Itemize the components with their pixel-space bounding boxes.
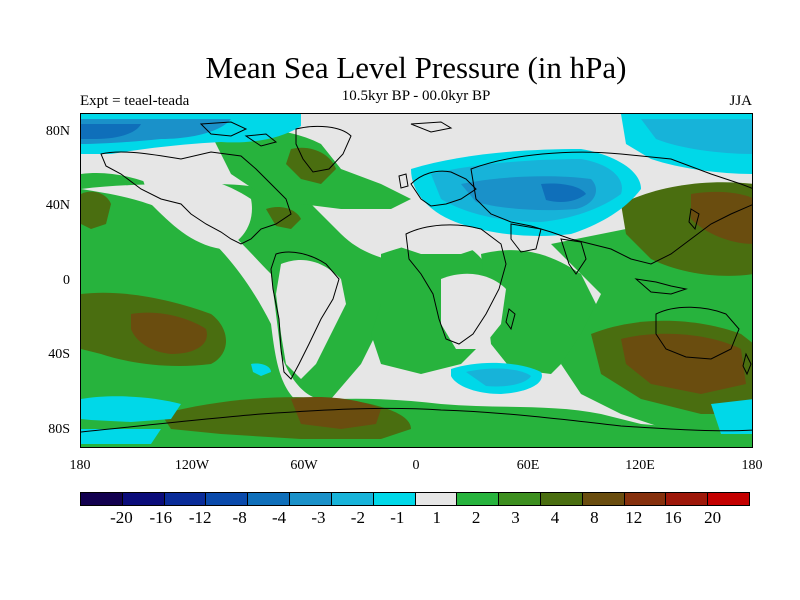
anomaly-darkblue-eurasia	[541, 183, 586, 202]
anomaly-brown-antarctic	[291, 397, 381, 429]
colorbar-label: 4	[550, 508, 560, 527]
colorbar-box	[457, 493, 500, 505]
colorbar-box	[81, 493, 123, 505]
coastline-europe	[410, 170, 477, 207]
colorbar-box	[164, 493, 207, 505]
colorbar-label: -8	[232, 508, 247, 527]
pressure-map	[80, 113, 753, 448]
colorbar-label: 20	[704, 508, 722, 527]
colorbar-label: 8	[590, 508, 599, 527]
anomaly-olive-atlantic-north	[81, 191, 111, 229]
lon-label-60e: 60E	[516, 458, 540, 473]
colorbar-box	[708, 493, 749, 505]
anomaly-lightblue-southern-indian	[466, 368, 531, 387]
colorbar-box	[373, 493, 416, 505]
colorbar-box	[499, 493, 541, 505]
anomaly-cyan-south-pacific	[81, 396, 181, 422]
colorbar-box	[206, 493, 249, 505]
coastline-greenland	[295, 125, 352, 173]
colorbar-box	[331, 493, 374, 505]
coastline-arabia	[510, 223, 542, 253]
colorbar-label: -12	[188, 508, 212, 527]
neutral-south-america	[276, 259, 346, 379]
anomaly-brown-pacific-south	[131, 312, 207, 354]
coastline-new-zealand	[742, 352, 752, 376]
experiment-label: Expt = teael-teada	[80, 93, 190, 109]
coastline-india	[560, 238, 587, 275]
lat-label-40s: 40S	[48, 347, 70, 362]
coastline-japan	[688, 208, 700, 231]
colorbar-label: 1	[432, 508, 441, 527]
anomaly-darkblue-arctic-west	[81, 124, 141, 139]
period-label: 10.5kyr BP - 00.0kyr BP	[341, 88, 491, 104]
lon-label-120e: 120E	[625, 458, 655, 473]
colorbar	[80, 492, 750, 506]
coastline-asia	[470, 151, 752, 265]
anomaly-green-west-pacific	[81, 173, 431, 400]
map-title: Mean Sea Level Pressure (in hPa)	[205, 50, 627, 85]
colorbar-box	[540, 493, 583, 505]
colorbar-label: -20	[110, 508, 133, 527]
coastline-africa	[405, 224, 507, 345]
neutral-tropical-pacific	[141, 172, 252, 249]
anomaly-brown-west-pacific	[691, 191, 752, 244]
lat-label-40n: 40N	[45, 198, 70, 213]
anomaly-cyan-antarctic-east	[711, 399, 752, 434]
coastline-north-america	[100, 151, 292, 245]
colorbar-box	[666, 493, 709, 505]
neutral-africa	[441, 273, 506, 349]
coastline-uk	[398, 173, 409, 189]
lon-label-180e: 180	[741, 458, 763, 473]
colorbar-label: 3	[511, 508, 520, 527]
season-label: JJA	[729, 93, 752, 109]
colorbar-box	[248, 493, 291, 505]
lon-label-60w: 60W	[290, 458, 318, 473]
coastline-arctic-islands	[199, 121, 453, 147]
coastline-madagascar	[505, 308, 516, 331]
colorbar-label: -1	[390, 508, 405, 527]
lon-label-120w: 120W	[174, 458, 210, 473]
anomaly-lightblue-arctic-east	[641, 119, 752, 154]
colorbar-box	[582, 493, 625, 505]
colorbar-label: -4	[271, 508, 287, 527]
coastline-australia	[655, 306, 740, 360]
anomaly-brown-indian-south	[621, 333, 746, 394]
colorbar-box	[122, 493, 165, 505]
colorbar-box	[415, 493, 458, 505]
anomaly-olive-greenland	[286, 147, 336, 184]
pressure-field	[81, 114, 752, 447]
coastline-indonesia	[634, 278, 688, 295]
lat-label-80s: 80S	[48, 422, 70, 437]
anomaly-green-africa	[481, 250, 601, 374]
lon-label-0: 0	[412, 458, 420, 473]
colorbar-label: 12	[625, 508, 643, 527]
coastline-antarctica	[81, 407, 752, 433]
colorbar-label: 16	[664, 508, 682, 527]
colorbar-label: -3	[311, 508, 326, 527]
colorbar-label: 2	[471, 508, 481, 527]
colorbar-label: -16	[149, 508, 173, 527]
anomaly-olive-mid-pacific	[266, 207, 301, 229]
lat-label-80n: 80N	[45, 124, 70, 139]
colorbar-label: -2	[350, 508, 365, 527]
anomaly-cyan-antarctic-west	[81, 429, 161, 444]
anomaly-cyan-south-america-tip	[251, 363, 271, 376]
coastline-south-america	[270, 251, 340, 380]
lat-label-equator: 0	[63, 273, 70, 288]
coastlines	[81, 121, 752, 433]
colorbar-box	[624, 493, 667, 505]
colorbar-box	[290, 493, 332, 505]
lon-label-180w: 180	[69, 458, 91, 473]
